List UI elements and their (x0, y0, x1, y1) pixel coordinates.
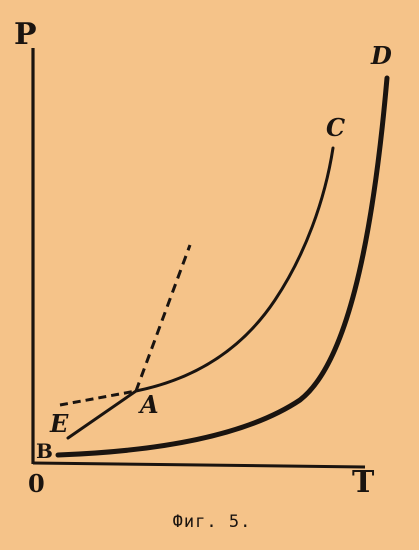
figure-caption: Фиг. 5. (173, 512, 252, 532)
curve-eac (66, 146, 335, 440)
point-e-label: E (49, 409, 69, 438)
curve-bd (55, 75, 390, 458)
point-d-label: D (370, 41, 392, 70)
t-axis-line (32, 461, 366, 469)
point-c-label: C (326, 113, 345, 142)
point-b-label: B (36, 439, 53, 463)
dashed-line-a-up (134, 244, 192, 392)
p-axis-label: P (14, 17, 37, 52)
point-a-label: A (138, 390, 159, 419)
t-axis-label: T (352, 465, 375, 500)
origin-label: 0 (28, 469, 45, 498)
